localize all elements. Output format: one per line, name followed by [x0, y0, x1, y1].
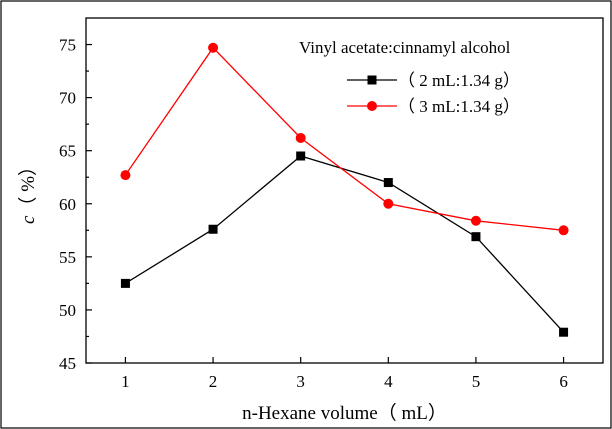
x-tick-label: 1	[121, 372, 130, 391]
legend-item-2: （ 3 mL:1.34 g）	[347, 97, 520, 116]
data-point	[208, 224, 218, 234]
legend-marker	[367, 75, 377, 85]
plot-area	[85, 17, 604, 364]
legend-label: （ 2 mL:1.34 g）	[398, 71, 520, 90]
data-point	[383, 178, 393, 188]
y-axis-title-unit: （ %）	[17, 157, 39, 216]
x-tick-label: 2	[209, 372, 218, 391]
legend-title: Vinyl acetate:cinnamyl alcohol	[299, 38, 511, 57]
legend-item-1: （ 2 mL:1.34 g）	[347, 71, 520, 90]
series-layer	[120, 42, 569, 337]
legend-marker	[367, 101, 377, 111]
y-tick-label: 75	[59, 36, 76, 55]
plot-border	[85, 17, 604, 364]
y-tick-label: 50	[59, 301, 76, 320]
data-point	[208, 42, 219, 53]
y-tick-label: 60	[59, 195, 76, 214]
data-point	[558, 225, 569, 236]
x-axis-title: n-Hexane volume（ mL）	[242, 402, 447, 424]
series-2	[120, 42, 569, 236]
data-point	[471, 232, 481, 242]
data-point	[383, 198, 394, 209]
x-tick-label: 5	[472, 372, 481, 391]
data-point	[120, 170, 131, 181]
y-axis-title: c（ %）	[17, 157, 39, 224]
series-1	[120, 151, 569, 337]
y-tick-label: 45	[59, 354, 76, 373]
x-tick-label: 4	[384, 372, 393, 391]
data-point	[296, 151, 306, 161]
data-point	[295, 132, 306, 143]
y-tick-label: 55	[59, 248, 76, 267]
y-tick-label: 65	[59, 142, 76, 161]
series-line	[125, 155, 565, 333]
data-point	[120, 278, 130, 288]
legend: Vinyl acetate:cinnamyl alcohol （ 2 mL:1.…	[299, 38, 520, 116]
data-point	[470, 215, 481, 226]
data-point	[559, 327, 569, 337]
x-tick-label: 6	[559, 372, 568, 391]
series-line	[124, 46, 564, 231]
x-tick-label: 3	[296, 372, 305, 391]
legend-label: （ 3 mL:1.34 g）	[398, 97, 520, 116]
y-tick-label: 70	[59, 89, 76, 108]
y-axis-title-symbol: c	[18, 215, 39, 224]
